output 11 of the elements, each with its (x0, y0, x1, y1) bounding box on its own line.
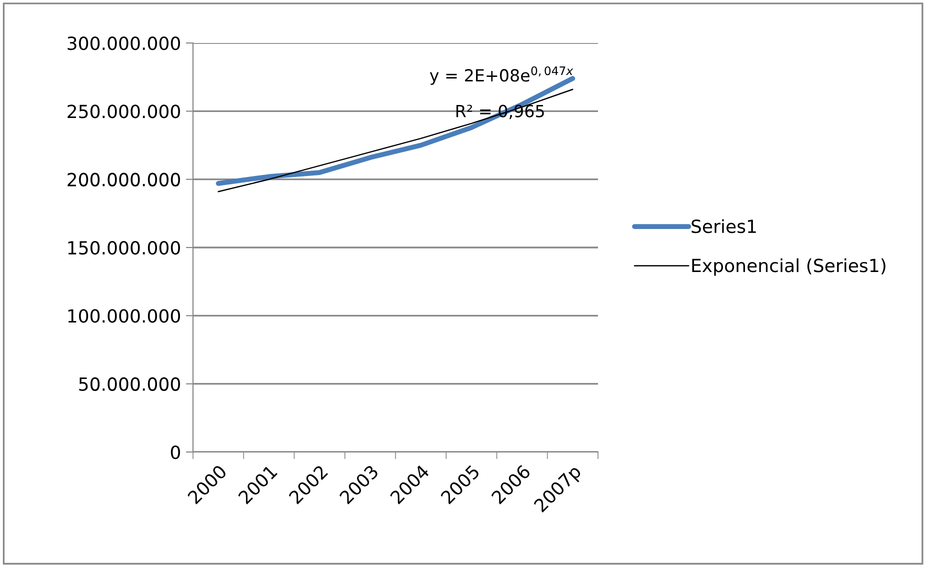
y-tick-label: 50.000.000 (79, 377, 180, 391)
y-tick-label: 250.000.000 (68, 104, 180, 118)
annotation: y = 2E+08e$^{0,047x}$ (430, 66, 574, 85)
y-tick-label: 200.000.000 (68, 172, 180, 186)
line-series (218, 88, 574, 192)
y-tick-label: 300.000.000 (68, 36, 180, 50)
legend-label: Series1 (692, 219, 756, 234)
legend-label: Exponencial (Series1) (692, 258, 886, 276)
y-tick-label: 0 (170, 445, 180, 460)
y-tick-label: 150.000.000 (68, 240, 180, 255)
y-tick-label: 100.000.000 (68, 309, 180, 323)
